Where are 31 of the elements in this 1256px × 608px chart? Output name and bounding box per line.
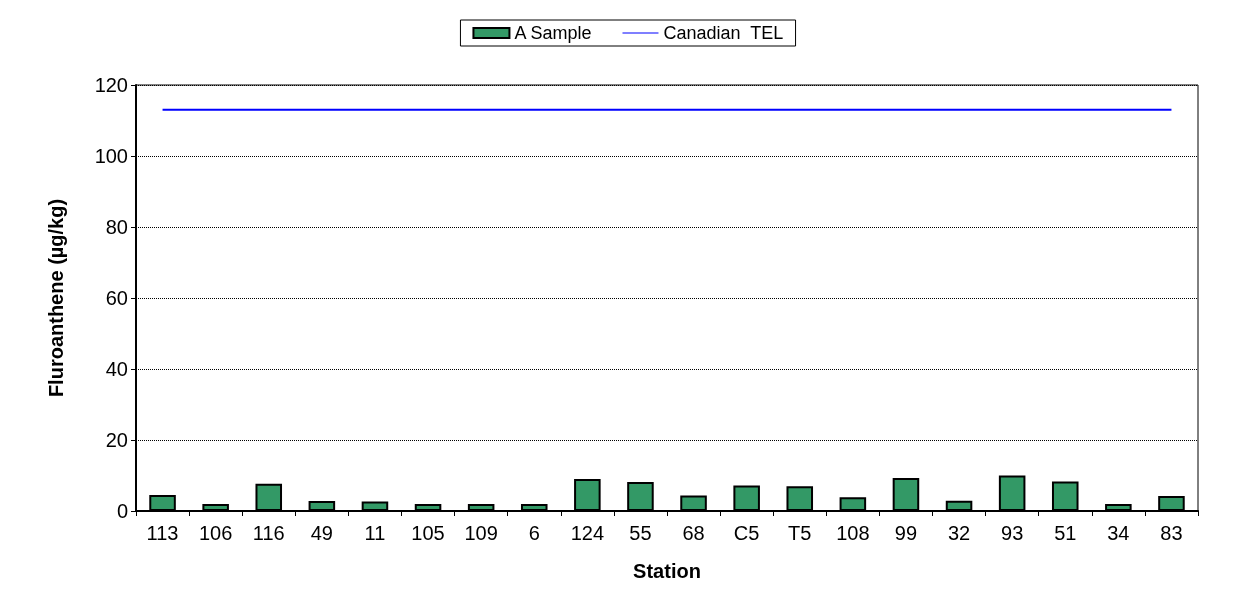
x-tick-label: 105 [411, 522, 445, 544]
y-axis-title: Fluroanthene (µg/kg) [45, 198, 67, 398]
x-tick-label: 49 [310, 522, 333, 544]
x-tick-label: 34 [1107, 522, 1130, 544]
y-tick-label: 0 [116, 500, 128, 522]
x-tick-label: 109 [464, 522, 498, 544]
y-tick-label: 100 [94, 145, 128, 167]
x-tick-label: 32 [947, 522, 971, 544]
x-axis-title: Station [633, 560, 701, 582]
y-tick-label: 20 [105, 429, 128, 451]
x-tick-label: 83 [1160, 522, 1183, 544]
y-tick-label: 80 [105, 216, 128, 238]
x-tick-label: 108 [836, 522, 870, 544]
x-tick-label: T5 [788, 522, 812, 544]
x-tick-label: 99 [894, 522, 918, 544]
x-tick-label: 68 [682, 522, 705, 544]
y-tick-label: 60 [105, 287, 128, 309]
x-tick-label: 93 [1001, 522, 1024, 544]
legend-label: Canadian TEL [663, 23, 784, 43]
x-tick-label: 11 [364, 522, 386, 544]
x-tick-label: 51 [1054, 522, 1077, 544]
x-tick-label: 113 [146, 522, 179, 544]
y-tick-label: 120 [94, 74, 128, 96]
legend-label: A Sample [514, 23, 592, 43]
x-tick-label: C5 [733, 522, 760, 544]
x-tick-label: 106 [198, 522, 233, 544]
x-tick-label: 124 [570, 522, 605, 544]
x-tick-label: 116 [252, 522, 285, 544]
x-tick-label: 55 [629, 522, 652, 544]
x-tick-label: 6 [528, 522, 540, 544]
y-tick-label: 40 [105, 358, 128, 380]
